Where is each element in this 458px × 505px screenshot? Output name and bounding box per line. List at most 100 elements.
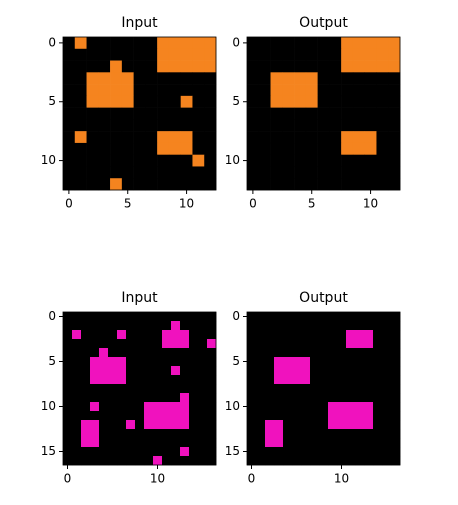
cell xyxy=(168,72,181,85)
cell xyxy=(355,375,365,385)
cell xyxy=(328,366,338,376)
cell xyxy=(391,384,401,394)
cell xyxy=(168,119,181,132)
cell xyxy=(153,348,163,358)
cell xyxy=(328,393,338,403)
cell xyxy=(121,178,134,191)
cell xyxy=(72,321,82,331)
cell xyxy=(189,384,199,394)
cell xyxy=(180,375,190,385)
cell xyxy=(364,411,374,421)
cell xyxy=(126,321,136,331)
cell xyxy=(117,420,127,430)
cell xyxy=(121,154,134,167)
cell xyxy=(328,348,338,358)
cell xyxy=(157,72,170,85)
cell xyxy=(162,348,172,358)
y-tick-label: 0 xyxy=(232,309,240,323)
cell xyxy=(270,131,283,144)
cell xyxy=(310,321,320,331)
cell xyxy=(305,72,318,85)
cell xyxy=(180,154,193,167)
cell xyxy=(157,166,170,179)
cell xyxy=(382,321,392,331)
cell xyxy=(162,384,172,394)
cell xyxy=(364,95,377,108)
cell xyxy=(337,438,347,448)
cell xyxy=(352,60,365,73)
cell xyxy=(355,456,365,466)
axes-frame xyxy=(62,311,217,466)
cell xyxy=(108,357,118,367)
cell xyxy=(247,429,257,439)
cell xyxy=(74,119,87,132)
cell xyxy=(305,142,318,155)
cell xyxy=(256,366,266,376)
cell xyxy=(391,339,401,349)
cell xyxy=(391,330,401,340)
cell xyxy=(81,366,91,376)
cell xyxy=(258,154,271,167)
cell xyxy=(282,131,295,144)
cell xyxy=(373,339,383,349)
cell xyxy=(74,84,87,97)
cell xyxy=(256,456,266,466)
cell xyxy=(391,312,401,322)
cell xyxy=(207,411,217,421)
cell xyxy=(86,119,99,132)
cell xyxy=(81,411,91,421)
cell xyxy=(373,393,383,403)
cell xyxy=(135,312,145,322)
cell xyxy=(301,393,311,403)
cell xyxy=(274,321,284,331)
cell xyxy=(63,348,73,358)
cell xyxy=(364,60,377,73)
cell xyxy=(382,420,392,430)
cell xyxy=(364,357,374,367)
cell xyxy=(305,37,318,50)
cell xyxy=(117,312,127,322)
cell xyxy=(247,393,257,403)
cell xyxy=(180,312,190,322)
cell xyxy=(352,119,365,132)
cell xyxy=(117,456,127,466)
cell xyxy=(144,456,154,466)
cell xyxy=(198,393,208,403)
cell xyxy=(294,84,307,97)
cell xyxy=(198,411,208,421)
cell xyxy=(180,420,190,430)
cell xyxy=(292,330,302,340)
cell xyxy=(388,166,401,179)
cell xyxy=(126,447,136,457)
cell xyxy=(171,384,181,394)
cell xyxy=(168,95,181,108)
cell xyxy=(388,48,401,61)
cell xyxy=(81,375,91,385)
cell xyxy=(126,438,136,448)
cell xyxy=(133,84,146,97)
cell xyxy=(319,384,329,394)
cell xyxy=(144,357,154,367)
cell xyxy=(157,142,170,155)
cell xyxy=(117,375,127,385)
cell xyxy=(157,119,170,132)
cell xyxy=(99,339,109,349)
cell xyxy=(305,95,318,108)
cell xyxy=(99,375,109,385)
cell xyxy=(355,357,365,367)
cell xyxy=(63,142,76,155)
cell xyxy=(204,60,217,73)
cell xyxy=(192,48,205,61)
cell xyxy=(282,178,295,191)
cell xyxy=(121,166,134,179)
cell xyxy=(198,366,208,376)
cell xyxy=(98,60,111,73)
cell xyxy=(98,72,111,85)
cell xyxy=(382,357,392,367)
cell xyxy=(328,438,338,448)
cell xyxy=(171,321,181,331)
cell xyxy=(189,393,199,403)
cell xyxy=(126,348,136,358)
cell xyxy=(258,131,271,144)
cell xyxy=(117,366,127,376)
